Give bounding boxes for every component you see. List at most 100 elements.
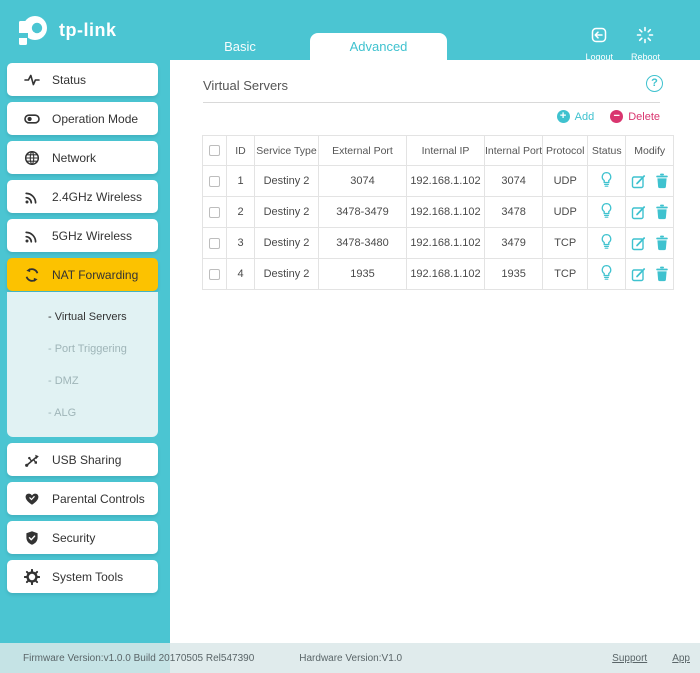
cell-service-type: Destiny 2 [254,165,319,197]
status-light-icon[interactable] [599,202,614,219]
hardware-version: Hardware Version:V1.0 [299,652,403,664]
heart-icon [24,491,40,507]
trash-icon[interactable] [655,235,669,251]
tp-link-logo-icon [19,16,47,45]
cell-service-type: Destiny 2 [254,227,319,259]
tab-advanced[interactable]: Advanced [310,33,447,60]
header-actions: Logout Reboot [585,26,660,62]
sidebar-item-label: Security [52,530,96,545]
col-header-service-type: Service Type [254,135,319,166]
cell-id: 4 [226,258,255,290]
sidebar-item-parental-controls[interactable]: Parental Controls [7,482,158,515]
status-light-icon[interactable] [599,233,614,250]
cell-internal-ip: 192.168.1.102 [406,258,485,290]
cell-external-port: 3478-3480 [318,227,407,259]
submenu-item-dmz[interactable]: - DMZ [48,375,79,387]
app-header: tp-link Basic Advanced Logout [0,0,700,62]
tp-link-logo: tp-link [16,13,117,47]
cell-internal-ip: 192.168.1.102 [406,227,485,259]
cell-protocol: UDP [542,165,589,197]
col-header-protocol: Protocol [542,135,589,166]
table-row: 4 Destiny 2 1935 192.168.1.102 1935 TCP [202,258,675,290]
sidebar-item-security[interactable]: Security [7,521,158,554]
wifi-icon [24,189,40,205]
table-actions: + Add − Delete [556,110,660,123]
status-light-icon[interactable] [599,264,614,281]
logout-icon [590,26,608,49]
col-header-internal-ip: Internal IP [406,135,485,166]
sidebar-item-label: System Tools [52,569,124,584]
virtual-servers-table: ID Service Type External Port Internal I… [202,135,675,290]
app-link[interactable]: App [672,652,690,664]
sidebar-item-5ghz-wireless[interactable]: 5GHz Wireless [7,219,158,252]
cell-external-port: 3478-3479 [318,196,407,228]
cell-id: 2 [226,196,255,228]
wifi-icon [24,228,40,244]
reboot-label: Reboot [630,52,660,62]
col-header-id: ID [226,135,255,166]
minus-icon: − [610,110,624,123]
col-header-status: Status [587,135,627,166]
sidebar-item-operation-mode[interactable]: Operation Mode [7,102,158,135]
sidebar-item-label: Parental Controls [52,491,145,506]
sidebar-item-24ghz-wireless[interactable]: 2.4GHz Wireless [7,180,158,213]
pulse-icon [24,72,40,88]
cell-id: 3 [226,227,255,259]
cell-protocol: TCP [542,227,589,259]
row-checkbox[interactable] [209,206,220,218]
reboot-button[interactable]: Reboot [631,26,660,62]
cell-internal-ip: 192.168.1.102 [406,165,485,197]
nat-forwarding-submenu: - Virtual Servers - Port Triggering - DM… [7,292,158,437]
sidebar-item-nat-forwarding[interactable]: NAT Forwarding [7,258,158,291]
edit-icon[interactable] [631,174,646,189]
edit-icon[interactable] [631,205,646,220]
cell-id: 1 [226,165,255,197]
trash-icon[interactable] [655,204,669,220]
main-content: Virtual Servers ? + Add − Delete ID Serv [170,60,700,673]
page-title: Virtual Servers [203,78,660,103]
sync-icon [24,267,40,283]
col-header-internal-port: Internal Port [483,135,544,166]
cell-protocol: TCP [542,258,589,290]
sidebar-item-usb-sharing[interactable]: USB Sharing [7,443,158,476]
add-button[interactable]: + Add [556,110,595,123]
trash-icon[interactable] [655,266,669,282]
cell-internal-port: 3074 [483,165,544,197]
sidebar: Status Operation Mode Network 2.4GHz Wir… [0,60,170,673]
submenu-item-virtual-servers[interactable]: - Virtual Servers [48,311,127,323]
row-checkbox[interactable] [209,237,220,249]
footer: Firmware Version:v1.0.0 Build 20170505 R… [0,643,700,673]
submenu-item-alg[interactable]: - ALG [48,407,77,419]
sidebar-item-network[interactable]: Network [7,141,158,174]
add-icon: + [556,110,570,123]
sidebar-item-label: Operation Mode [52,111,139,126]
cell-internal-port: 3478 [483,196,544,228]
help-icon[interactable]: ? [646,75,663,92]
edit-icon[interactable] [631,267,646,282]
trash-icon[interactable] [655,173,669,189]
sidebar-item-status[interactable]: Status [7,63,158,96]
support-link[interactable]: Support [612,652,648,664]
logout-button[interactable]: Logout [585,26,613,62]
firmware-version: Firmware Version:v1.0.0 Build 20170505 R… [23,652,255,664]
select-all-checkbox[interactable] [209,145,220,157]
tab-basic[interactable]: Basic [224,39,256,54]
status-light-icon[interactable] [599,171,614,188]
row-checkbox[interactable] [209,268,220,280]
table-row: 1 Destiny 2 3074 192.168.1.102 3074 UDP [202,165,675,197]
cell-external-port: 1935 [318,258,407,290]
edit-icon[interactable] [631,236,646,251]
cell-protocol: UDP [542,196,589,228]
sidebar-item-label: 5GHz Wireless [52,228,133,243]
col-header-external-port: External Port [318,135,407,166]
delete-button[interactable]: − Delete [610,110,660,123]
sidebar-item-label: Status [52,72,87,87]
submenu-item-port-triggering[interactable]: - Port Triggering [48,343,127,355]
table-row: 3 Destiny 2 3478-3480 192.168.1.102 3479… [202,227,675,259]
row-checkbox[interactable] [209,175,220,187]
shield-icon [24,530,40,546]
sidebar-item-label: USB Sharing [52,452,122,467]
add-label: Add [574,110,595,123]
sidebar-item-system-tools[interactable]: System Tools [7,560,158,593]
